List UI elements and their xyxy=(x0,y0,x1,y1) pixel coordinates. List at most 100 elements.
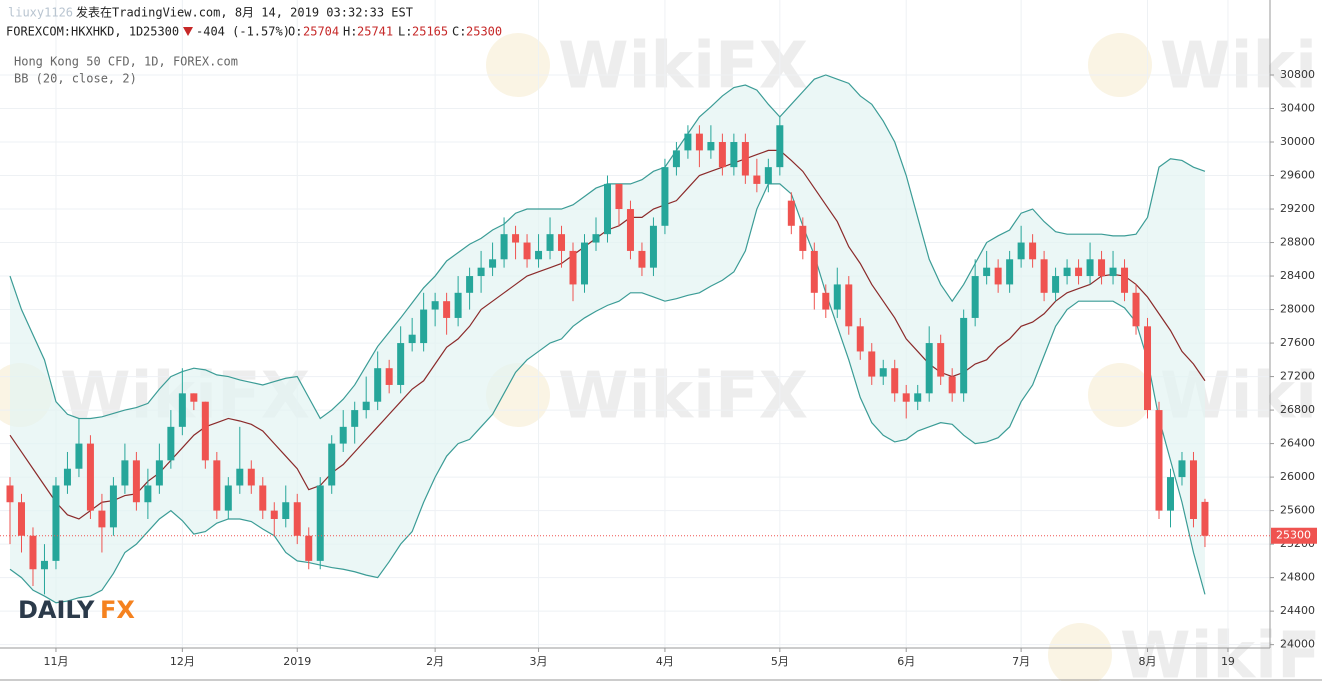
candle-body xyxy=(1132,292,1140,327)
candle-body xyxy=(132,460,140,503)
candle-body xyxy=(925,343,933,394)
candle-body xyxy=(741,142,749,176)
candle-body xyxy=(1075,267,1083,277)
candle-body xyxy=(155,460,163,486)
y-tick-label: 29200 xyxy=(1280,202,1315,215)
candle-body xyxy=(718,142,726,168)
y-tick-label: 25600 xyxy=(1280,504,1315,517)
y-tick-label: 30000 xyxy=(1280,135,1315,148)
candle-body xyxy=(615,183,623,210)
band-lower xyxy=(9,183,1206,604)
candle-body xyxy=(178,393,186,427)
y-tick-label: 28400 xyxy=(1280,269,1315,282)
candle-body xyxy=(17,502,25,536)
candle-body xyxy=(879,368,887,377)
x-tick-label: 8月 xyxy=(1139,655,1157,668)
x-tick-label: 7月 xyxy=(1012,655,1030,668)
candle-body xyxy=(523,242,531,260)
candle-body xyxy=(98,510,106,528)
candle-body xyxy=(902,393,910,402)
x-tick-label: 3月 xyxy=(530,655,548,668)
candle-body xyxy=(190,393,198,402)
y-tick-label: 30800 xyxy=(1280,68,1315,81)
candle-body xyxy=(63,468,71,486)
candle-body xyxy=(753,175,761,184)
candle-body xyxy=(397,343,405,385)
candle-body xyxy=(144,485,152,503)
candle-body xyxy=(86,443,94,511)
x-tick-label: 5月 xyxy=(771,655,789,668)
candle-body xyxy=(1144,326,1152,411)
watermark: WikiFX xyxy=(558,30,808,104)
candle-body xyxy=(1166,477,1174,511)
candle-body xyxy=(213,460,221,511)
grid xyxy=(0,0,1270,648)
candle-body xyxy=(339,426,347,444)
candle-body xyxy=(374,368,382,402)
x-tick-label: 2月 xyxy=(426,655,444,668)
candle-body xyxy=(948,376,956,394)
candle-body xyxy=(270,510,278,519)
y-tick-label: 26000 xyxy=(1280,470,1315,483)
candle-body xyxy=(787,200,795,226)
watermark-icon xyxy=(1088,363,1152,427)
watermark-icon xyxy=(1088,33,1152,97)
candle-body xyxy=(167,426,175,461)
candle-body xyxy=(1155,410,1163,511)
logo-left: DAILY xyxy=(18,596,95,624)
candle-body xyxy=(983,267,991,277)
high-label: H: xyxy=(343,25,357,39)
band-fill xyxy=(10,74,1205,603)
published: 发表在TradingView.com, 8月 14, 2019 03:32:33… xyxy=(76,5,413,20)
candle-body xyxy=(776,125,784,168)
candle-body xyxy=(362,401,370,411)
watermark: WikiFX xyxy=(1120,620,1322,681)
candle-body xyxy=(569,250,577,285)
x-tick-label: 11月 xyxy=(43,655,68,668)
candle-body xyxy=(443,301,451,318)
y-tick-label: 24400 xyxy=(1280,604,1315,617)
y-tick-label: 27600 xyxy=(1280,336,1315,349)
candle-body xyxy=(684,133,692,151)
x-tick-label: 12月 xyxy=(170,655,195,668)
watermark: WikiFX xyxy=(1160,30,1322,104)
candle-body xyxy=(1017,242,1025,260)
watermark: WikiFX xyxy=(558,360,808,434)
x-tick-label: 19 xyxy=(1221,655,1235,668)
last-price-label: 25300 xyxy=(1276,529,1311,542)
y-tick-label: 26400 xyxy=(1280,437,1315,450)
candle-body xyxy=(603,183,611,235)
candles xyxy=(6,116,1209,595)
candle-body xyxy=(960,317,968,394)
candle-body xyxy=(259,485,267,511)
y-tick-label: 26800 xyxy=(1280,403,1315,416)
axes: 2400024400248002520025600260002640026800… xyxy=(0,68,1317,668)
candle-body xyxy=(1109,267,1117,277)
x-tick-label: 6月 xyxy=(897,655,915,668)
open-label: O: xyxy=(288,25,302,39)
candle-body xyxy=(201,401,209,461)
username: liuxy1126 xyxy=(8,6,73,20)
candle-body xyxy=(1040,259,1048,293)
candle-body xyxy=(891,368,899,394)
candle-body xyxy=(293,502,301,536)
candle-body xyxy=(810,250,818,293)
candle-body xyxy=(328,443,336,486)
high-value: 25741 xyxy=(357,25,393,39)
candle-body xyxy=(489,259,497,268)
candle-body xyxy=(420,309,428,344)
candle-body xyxy=(282,502,290,519)
chart-title: Hong Kong 50 CFD, 1D, FOREX.com xyxy=(14,55,238,69)
watermark-icon xyxy=(1048,623,1112,685)
candle-body xyxy=(649,225,657,268)
candle-body xyxy=(431,301,439,310)
candle-body xyxy=(845,284,853,327)
candle-body xyxy=(764,167,772,184)
down-arrow xyxy=(183,27,193,36)
candle-body xyxy=(1029,242,1037,260)
candle-body xyxy=(408,334,416,344)
candle-body xyxy=(351,410,359,427)
candle-body xyxy=(1098,259,1106,277)
